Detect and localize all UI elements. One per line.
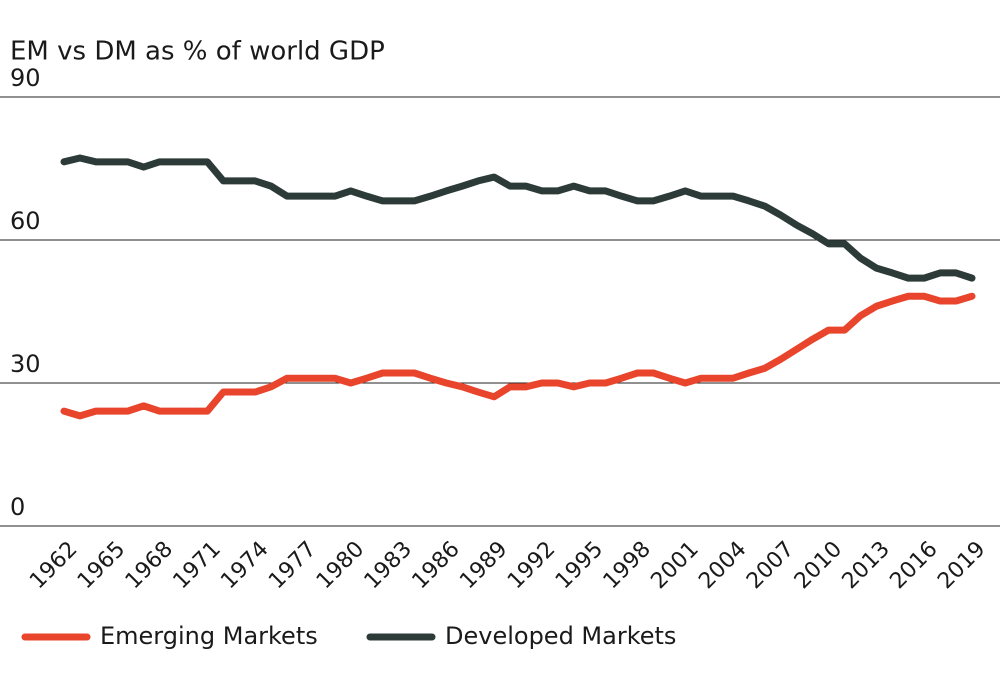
x-tick-label: 1965 [73,537,130,594]
x-tick-label: 2019 [933,537,990,594]
x-tick-label: 2004 [694,537,751,594]
chart-title: EM vs DM as % of world GDP [10,37,385,67]
x-tick-label: 2007 [742,537,799,594]
x-tick-label: 1995 [551,537,608,594]
x-tick-label: 2001 [646,537,703,594]
y-tick-label: 90 [10,64,41,92]
legend-label: Emerging Markets [100,622,318,650]
y-tick-label: 0 [10,493,25,521]
x-tick-label: 2013 [838,537,895,594]
series-line [60,154,976,282]
x-tick-label: 1983 [360,537,417,594]
x-tick-label: 1986 [408,537,465,594]
x-tick-label: 1977 [264,537,321,594]
legend-label: Developed Markets [445,622,676,650]
series-line [60,292,976,420]
x-tick-label: 1989 [455,537,512,594]
x-tick-label: 1992 [503,537,560,594]
x-tick-label: 1974 [216,537,273,594]
x-tick-label: 1971 [169,537,226,594]
x-tick-label: 1980 [312,537,369,594]
y-tick-label: 60 [10,207,41,235]
x-tick-label: 1998 [599,537,656,594]
y-tick-label: 30 [10,350,41,378]
x-tick-label: 2010 [790,537,847,594]
x-tick-label: 1962 [25,537,82,594]
x-tick-label: 1968 [121,537,178,594]
x-tick-label: 2016 [885,537,942,594]
